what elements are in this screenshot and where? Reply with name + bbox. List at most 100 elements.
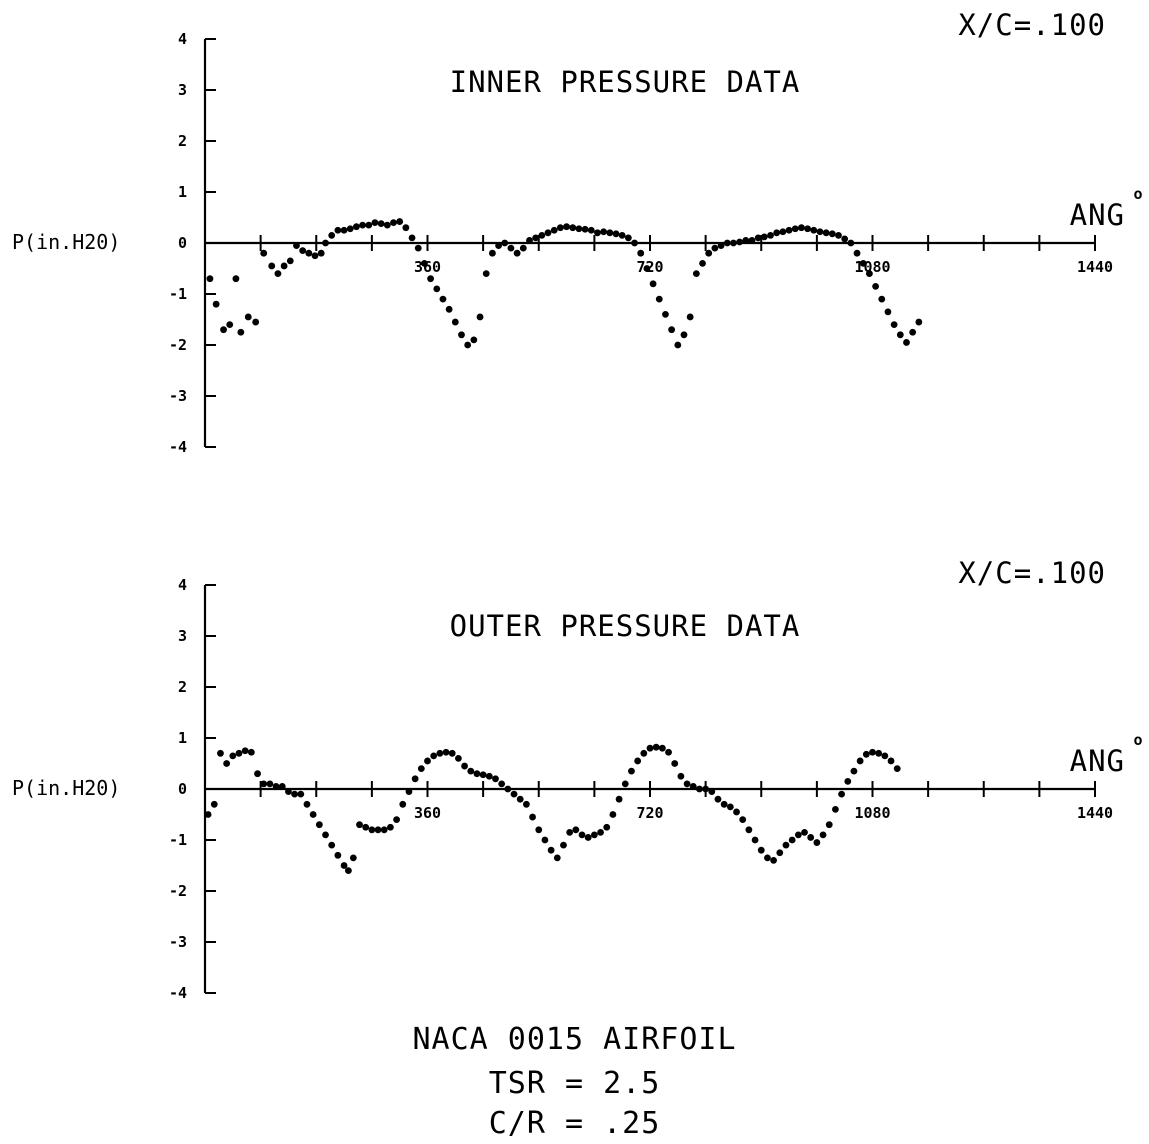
data-point [476,313,484,321]
data-point [433,285,441,293]
data-point [847,239,855,247]
data-point [896,331,904,339]
data-point [485,772,493,780]
x-tick-label: 720 [636,804,663,822]
data-point [473,770,481,778]
y-tick-label: -2 [169,882,187,900]
data-point [773,229,781,237]
data-point [730,239,737,247]
data-point [859,260,867,267]
y-tick-label: 1 [178,729,187,747]
data-point [875,749,883,757]
y-tick-label: -2 [169,336,187,354]
x-tick-label: 1440 [1077,258,1113,276]
data-point [266,780,274,788]
data-point [293,242,300,249]
data-point [723,239,731,247]
data-point [615,795,623,803]
x-c-label: X/C=.100 [958,556,1106,590]
data-point [461,762,468,770]
data-point [665,748,672,756]
x-tick-label: 720 [636,258,663,276]
x-tick-label: 1080 [854,804,890,822]
data-point [560,841,567,849]
data-point [268,262,276,270]
data-point [380,826,388,834]
data-point [504,785,512,793]
y-tick-label: -3 [169,387,187,405]
data-point [303,800,311,808]
data-point [872,282,879,290]
data-point [280,262,288,270]
data-point [878,295,886,303]
data-point [495,242,502,249]
data-point [903,339,910,346]
data-point [501,239,509,247]
data-point [322,239,329,247]
data-point [726,803,734,811]
data-point [563,223,570,231]
data-point [720,800,728,808]
data-point [417,765,425,772]
y-tick-label: -4 [169,984,187,1002]
data-point [328,841,336,849]
data-point [621,780,629,788]
data-point [739,816,747,823]
data-point [572,826,580,834]
data-point [866,270,873,277]
data-point [260,780,268,788]
data-point [424,757,431,765]
data-point [212,300,220,308]
data-point [671,760,679,767]
data-point [711,244,719,252]
data-point [217,749,224,757]
data-point [862,750,870,758]
data-point [346,225,354,233]
data-point [553,854,561,862]
data-point [204,811,212,818]
y-axis-label: P(in.H20) [12,230,120,254]
data-point [603,823,611,831]
y-axis-label: P(in.H20) [12,776,120,800]
data-point [526,237,533,244]
data-point [299,247,307,255]
data-point [856,757,864,765]
x-axis-label: ANG [1070,744,1125,778]
data-point [628,767,635,775]
data-point [482,270,490,277]
data-point [340,226,348,234]
data-point [696,785,703,793]
data-point [566,828,574,836]
y-tick-label: -1 [169,831,187,849]
data-point [241,747,249,755]
data-point [237,328,245,336]
data-point [637,249,645,257]
data-point [640,749,648,757]
data-point [804,225,812,233]
data-point [810,226,818,234]
data-point [915,318,923,326]
data-point [655,295,663,303]
data-point [393,816,400,823]
data-point [334,226,342,234]
data-point [439,295,447,303]
data-point [714,795,722,803]
data-point [838,790,845,798]
data-point [835,231,842,239]
x-tick-label: 1440 [1077,804,1113,822]
data-point [832,806,839,813]
data-point [344,867,352,874]
data-point [677,772,685,780]
data-point [751,836,759,844]
data-point [430,752,438,760]
data-point [782,841,790,849]
y-tick-label: 0 [178,234,187,252]
data-point [371,219,379,227]
caption-airfoil: NACA 0015 AIRFOIL [412,1022,737,1057]
data-point [278,783,286,790]
degree-symbol: o [1133,185,1142,203]
data-point [291,790,299,798]
data-point [226,321,234,328]
data-point [686,313,694,321]
data-point [544,229,552,237]
